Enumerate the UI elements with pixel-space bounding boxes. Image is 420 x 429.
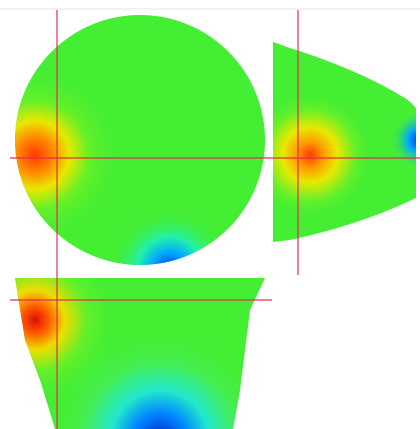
sagittal-view (273, 42, 416, 242)
coronal-view (15, 278, 265, 429)
axial-view (15, 15, 265, 265)
orthogonal-views (0, 0, 420, 429)
sagittal-cold-region (273, 42, 416, 242)
page (0, 0, 420, 429)
axial-cold-region (15, 15, 265, 265)
coronal-cold-region (15, 278, 265, 429)
